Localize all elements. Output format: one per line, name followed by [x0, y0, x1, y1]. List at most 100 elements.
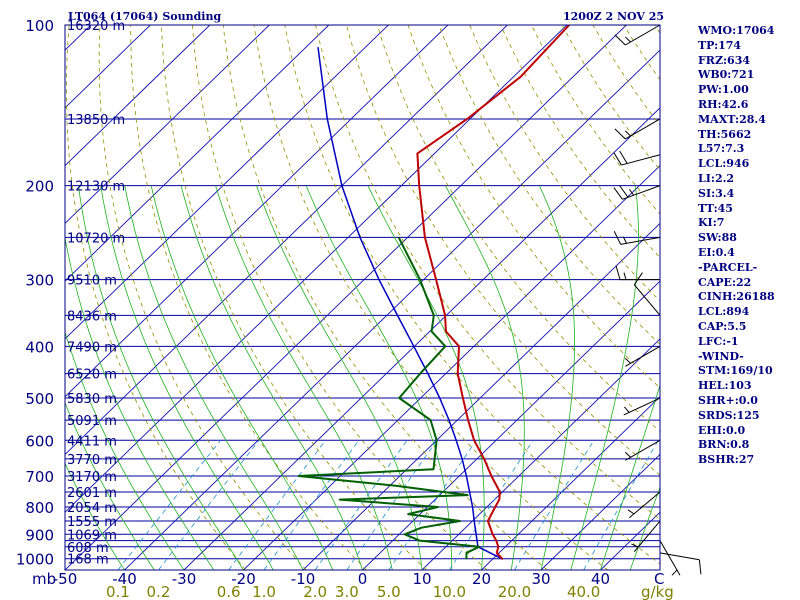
height-label: 5830 m — [67, 392, 117, 407]
temperature-tick-label: 30 — [531, 570, 550, 588]
wind-barb-halfflag — [622, 236, 627, 244]
index-item: STM:169/10 — [698, 364, 773, 378]
wind-barb-shaft — [659, 540, 681, 576]
moist-adiabat — [65, 401, 155, 570]
mixing-ratio-label: 20.0 — [498, 583, 531, 600]
moist-adiabat — [539, 185, 575, 570]
height-label: 8436 m — [67, 309, 117, 324]
isotherm-line — [540, 453, 660, 570]
mixing-ratio-line — [514, 440, 595, 570]
temperature-tick-label: -30 — [172, 570, 197, 588]
wind-barb — [631, 520, 661, 552]
isotherm-line — [65, 25, 449, 398]
index-item: SHR+:0.0 — [698, 393, 758, 407]
index-item: RH:42.6 — [698, 97, 749, 111]
isotherm-line — [183, 107, 660, 570]
index-item: -WIND- — [698, 349, 744, 363]
isotherm-line — [65, 25, 270, 225]
index-item: -PARCEL- — [698, 260, 758, 274]
dry-adiabat — [346, 25, 660, 476]
temperature-tick-label: 0 — [358, 570, 368, 588]
height-label: 5091 m — [67, 414, 117, 429]
dry-adiabat — [98, 25, 307, 570]
wind-barb-shaft — [623, 397, 661, 416]
mixing-ratio-lines — [117, 440, 659, 570]
height-label: 13850 m — [67, 113, 125, 128]
index-item: BRN:0.8 — [698, 438, 750, 452]
wind-barb — [623, 397, 661, 416]
isotherm-line — [124, 49, 660, 570]
isotherm-line — [65, 25, 330, 282]
mixing-ratio-label: 5.0 — [377, 583, 401, 600]
wind-barb-shaft — [625, 345, 661, 367]
temperature-trace — [416, 25, 570, 560]
wind-barb-flag — [614, 34, 626, 46]
height-label: 6520 m — [67, 368, 117, 383]
height-label: 12130 m — [67, 180, 125, 195]
dry-adiabat — [192, 25, 488, 570]
isotherm-line — [302, 222, 660, 570]
mixing-ratio-label: 1.0 — [252, 583, 276, 600]
index-item: TH:5662 — [698, 127, 752, 141]
wind-barb-flag — [614, 128, 626, 140]
wind-barb-shaft — [622, 185, 661, 200]
dry-adiabat — [130, 25, 367, 570]
wind-barb — [614, 24, 661, 46]
wind-barb-halfflag — [629, 189, 635, 196]
height-label: 4411 m — [67, 434, 117, 449]
wind-barb-shaft — [625, 24, 661, 46]
moist-adiabat-lines — [65, 185, 660, 570]
height-label: 2054 m — [67, 501, 117, 516]
wind-barb-shaft — [629, 491, 661, 519]
parcel-trace — [317, 47, 504, 560]
height-label: 2601 m — [67, 486, 117, 501]
height-label: 3170 m — [67, 470, 117, 485]
wind-barb — [624, 345, 661, 367]
index-item: CAP:5.5 — [698, 319, 747, 333]
height-label: 7490 m — [67, 340, 117, 355]
mixing-ratio-line — [583, 440, 659, 570]
index-item: HEL:103 — [698, 379, 752, 393]
moist-adiabat — [445, 185, 525, 570]
wind-barb — [633, 272, 661, 316]
wind-barb — [624, 439, 661, 461]
temperature-tick-label: -50 — [53, 570, 78, 588]
wind-barb — [613, 150, 661, 166]
temperature-tick-label: 40 — [591, 570, 610, 588]
index-item: LI:2.2 — [698, 171, 735, 185]
mixing-ratio-label: 40.0 — [567, 583, 600, 600]
height-label: 1555 m — [67, 515, 117, 530]
temperature-unit-label: C — [654, 570, 664, 588]
pressure-tick-label: 200 — [25, 178, 54, 196]
height-label: 9510 m — [67, 274, 117, 289]
index-item: L57:7.3 — [698, 142, 745, 156]
pressure-tick-label: 500 — [25, 390, 54, 408]
mixing-ratio-label: 10.0 — [433, 583, 466, 600]
wind-barb-flag — [615, 265, 621, 280]
index-item: BSHR:27 — [698, 453, 755, 467]
dry-adiabat — [65, 25, 246, 570]
wind-barb-halfflag — [623, 272, 627, 280]
wind-barb-shaft — [621, 154, 661, 166]
wind-barb-flag — [633, 272, 643, 286]
index-item: MAXT:28.4 — [698, 112, 766, 126]
height-label: 16320 m — [67, 19, 125, 34]
index-item: CAPE:22 — [698, 275, 752, 289]
dry-adiabat — [222, 25, 548, 570]
wind-barb-halfflag — [624, 406, 630, 413]
dry-adiabat — [284, 25, 660, 565]
mixing-ratio-label: 3.0 — [335, 583, 359, 600]
index-item: CINH:26188 — [698, 290, 775, 304]
sounding-profiles — [297, 25, 570, 560]
index-item: TT:45 — [698, 201, 733, 215]
index-item: PW:1.00 — [698, 83, 749, 97]
moist-adiabat — [150, 185, 334, 570]
temperature-tick-label: -20 — [231, 570, 256, 588]
pressure-unit-label: mb — [32, 570, 56, 588]
moist-adiabat — [629, 486, 660, 570]
dry-adiabat — [253, 25, 608, 570]
wind-barb-flag — [619, 185, 629, 198]
temperature-tick-label: -10 — [291, 570, 316, 588]
wind-barb-halfflag — [627, 509, 635, 515]
